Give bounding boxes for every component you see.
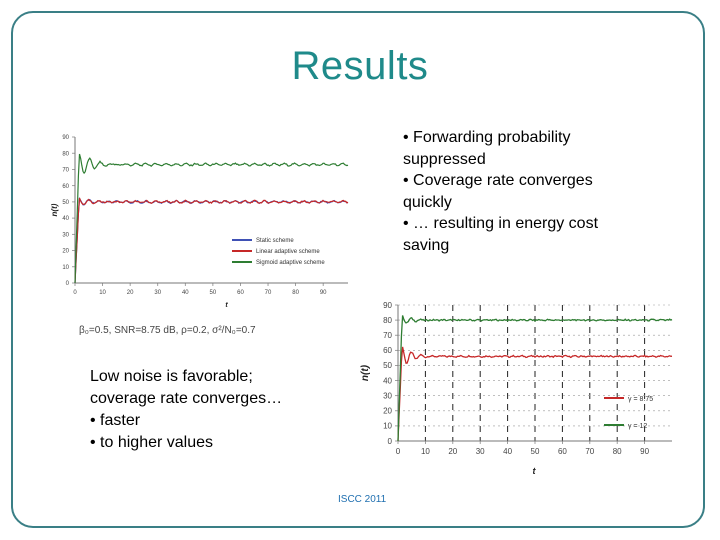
- noise-note: Low noise is favorable; coverage rate co…: [90, 366, 340, 454]
- x-tick-label: 50: [210, 290, 217, 296]
- y-tick-label: 70: [383, 331, 392, 340]
- note-line: Low noise is favorable;: [90, 368, 253, 385]
- x-tick-label: 50: [531, 447, 540, 456]
- x-axis-label: t: [533, 466, 537, 476]
- legend-label: Sigmoid adaptive scheme: [256, 260, 325, 266]
- bullet-item: • Coverage rate converges quickly: [403, 172, 593, 211]
- y-tick-label: 10: [383, 422, 392, 431]
- y-tick-label: 40: [383, 376, 392, 385]
- y-tick-label: 90: [62, 135, 69, 141]
- x-tick-label: 70: [585, 447, 594, 456]
- slide-title: Results: [291, 44, 429, 88]
- x-tick-label: 0: [396, 447, 401, 456]
- legend-label: γ = 8.75: [628, 396, 653, 403]
- note-line: • to higher values: [90, 434, 214, 451]
- slide-frame: [11, 11, 705, 528]
- y-tick-label: 60: [62, 184, 69, 190]
- x-tick-label: 60: [558, 447, 567, 456]
- simulation-parameters: β₀=0.5, SNR=8.75 dB, ρ=0.2, σ²/N₀=0.7: [79, 325, 256, 336]
- y-tick-label: 0: [66, 281, 70, 287]
- legend-label: γ = 12: [628, 423, 647, 430]
- y-tick-label: 80: [383, 316, 392, 325]
- series-line: [74, 197, 349, 284]
- x-tick-label: 40: [182, 290, 189, 296]
- x-tick-label: 90: [640, 447, 649, 456]
- y-tick-label: 0: [388, 437, 393, 446]
- x-tick-label: 0: [73, 290, 77, 296]
- note-line: • faster: [90, 412, 141, 429]
- bullet-list: • Forwarding probability suppressed • Co…: [403, 127, 643, 256]
- y-tick-label: 30: [62, 232, 69, 238]
- series-line: [74, 153, 349, 284]
- series-line: [397, 346, 673, 442]
- x-tick-label: 70: [265, 290, 272, 296]
- note-line: coverage rate converges…: [90, 390, 283, 407]
- series-line: [397, 315, 673, 442]
- bullet-item: • … resulting in energy cost saving: [403, 215, 599, 254]
- y-axis-label: n(t): [50, 203, 59, 216]
- x-tick-label: 80: [613, 447, 622, 456]
- x-tick-label: 30: [476, 447, 485, 456]
- y-tick-label: 90: [383, 301, 392, 310]
- footer-text: ISCC 2011: [338, 494, 387, 505]
- y-tick-label: 60: [383, 346, 392, 355]
- y-tick-label: 30: [383, 391, 392, 400]
- y-tick-label: 50: [62, 200, 69, 206]
- x-tick-label: 20: [448, 447, 457, 456]
- x-tick-label: 10: [421, 447, 430, 456]
- y-tick-label: 20: [383, 407, 392, 416]
- x-axis-label: t: [225, 302, 228, 309]
- x-tick-label: 10: [99, 290, 106, 296]
- y-tick-label: 70: [62, 168, 69, 174]
- y-tick-label: 10: [62, 265, 69, 271]
- x-tick-label: 30: [154, 290, 161, 296]
- legend-label: Linear adaptive scheme: [256, 249, 320, 255]
- x-tick-label: 60: [237, 290, 244, 296]
- x-tick-label: 20: [127, 290, 134, 296]
- x-tick-label: 90: [320, 290, 327, 296]
- y-tick-label: 80: [62, 151, 69, 157]
- bullet-item: • Forwarding probability suppressed: [403, 129, 571, 168]
- y-tick-label: 50: [383, 361, 392, 370]
- x-tick-label: 80: [292, 290, 299, 296]
- y-tick-label: 40: [62, 216, 69, 222]
- y-tick-label: 20: [62, 249, 69, 255]
- y-axis-label: n(t): [360, 364, 371, 381]
- x-tick-label: 40: [503, 447, 512, 456]
- legend-label: Static scheme: [256, 238, 294, 244]
